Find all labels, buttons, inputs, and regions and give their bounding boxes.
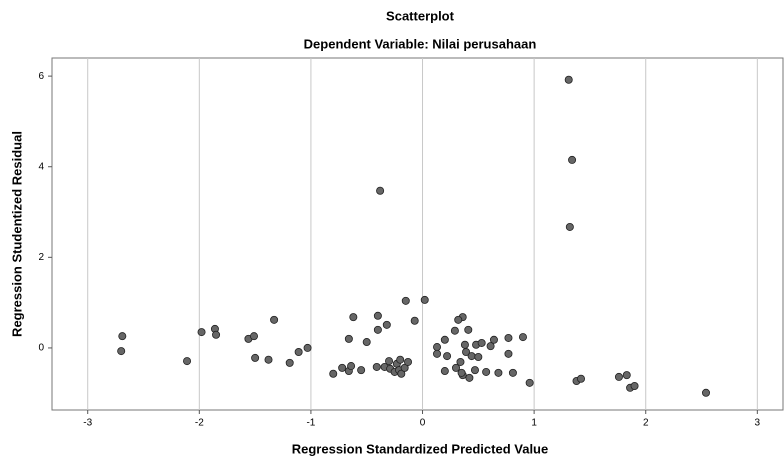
point [440, 367, 449, 376]
x-tick-label: -1 [306, 418, 315, 429]
y-tick-label: 6 [38, 71, 44, 82]
point [474, 352, 483, 361]
x-tick-label: 1 [531, 418, 537, 429]
point [564, 75, 573, 84]
point [508, 368, 517, 377]
point [440, 335, 449, 344]
y-tick-label: 2 [38, 252, 44, 263]
point [701, 388, 710, 397]
chart-title: Scatterplot [386, 8, 455, 23]
x-tick-label: 3 [755, 418, 761, 429]
point [477, 338, 486, 347]
point [460, 340, 469, 349]
point [565, 222, 574, 231]
point [397, 369, 406, 378]
point [373, 325, 382, 334]
point [212, 330, 221, 339]
point [404, 357, 413, 366]
point [376, 186, 385, 195]
point [630, 381, 639, 390]
point [401, 296, 410, 305]
point [344, 334, 353, 343]
point [486, 342, 495, 351]
point [525, 378, 534, 387]
point [372, 362, 381, 371]
point [482, 367, 491, 376]
point [183, 357, 192, 366]
point [357, 366, 366, 375]
point [117, 347, 126, 356]
point [251, 353, 260, 362]
point [443, 352, 452, 361]
point [420, 295, 429, 304]
point [456, 357, 465, 366]
point [518, 333, 527, 342]
point [450, 326, 459, 335]
point [464, 325, 473, 334]
point [329, 369, 338, 378]
y-tick-label: 0 [38, 343, 44, 354]
point [576, 374, 585, 383]
x-tick-label: 0 [420, 418, 426, 429]
x-tick-label: -2 [195, 418, 204, 429]
point [400, 363, 409, 372]
point [250, 332, 259, 341]
point [197, 328, 206, 337]
x-tick-label: 2 [643, 418, 649, 429]
point [349, 313, 358, 322]
point [568, 155, 577, 164]
point [433, 349, 442, 358]
point [347, 362, 356, 371]
y-axis-label: Regression Studentized Residual [9, 131, 24, 337]
point [454, 315, 463, 324]
point [338, 363, 347, 372]
point [270, 315, 279, 324]
point [294, 348, 303, 357]
point [264, 355, 273, 364]
point [462, 348, 471, 357]
point [362, 338, 371, 347]
point [373, 311, 382, 320]
point [396, 355, 405, 364]
point [457, 368, 466, 377]
point [504, 349, 513, 358]
point [118, 332, 127, 341]
point [494, 368, 503, 377]
point [382, 320, 391, 329]
point [410, 316, 419, 325]
point [385, 357, 394, 366]
point [504, 333, 513, 342]
point [614, 372, 623, 381]
chart-subtitle: Dependent Variable: Nilai perusahaan [304, 36, 537, 51]
point [470, 366, 479, 375]
point [489, 335, 498, 344]
point [467, 352, 476, 361]
point [622, 371, 631, 380]
x-axis-label: Regression Standardized Predicted Value [292, 441, 548, 456]
point [433, 343, 442, 352]
point [303, 343, 312, 352]
point [465, 373, 474, 382]
point [285, 358, 294, 367]
x-tick-label: -3 [83, 418, 92, 429]
plot-area [51, 57, 784, 411]
point [452, 363, 461, 372]
y-tick-label: 4 [38, 161, 44, 172]
